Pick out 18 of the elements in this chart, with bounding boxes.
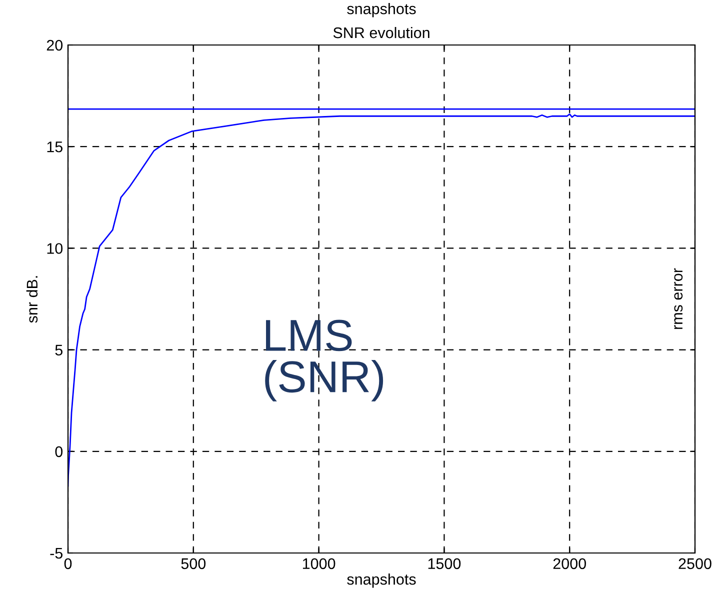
chart-title: SNR evolution (333, 26, 430, 38)
annotation: rms error (674, 268, 683, 329)
text: snapshots (347, 3, 416, 18)
y-tick-label: -5 (50, 548, 62, 559)
y-tick-label: 10 (47, 243, 63, 254)
x-tick-label: 2500 (678, 558, 712, 570)
x-tick-label: 1500 (428, 558, 461, 570)
y-tick-label: 5 (55, 344, 62, 356)
x-tick-label: 2000 (553, 558, 586, 570)
x-tick-label: 0 (64, 558, 72, 570)
y-axis-title: snr dB. (26, 276, 38, 323)
y-tick-label: 0 (55, 446, 63, 458)
x-axis-title: snapshots (347, 573, 416, 588)
x-tick-label: 1000 (302, 558, 336, 570)
y-tick-label: 20 (46, 40, 63, 51)
annotation: LMS (SNR) (265, 320, 384, 402)
y-tick-label: 15 (47, 142, 62, 152)
x-tick-label: 500 (181, 558, 206, 570)
